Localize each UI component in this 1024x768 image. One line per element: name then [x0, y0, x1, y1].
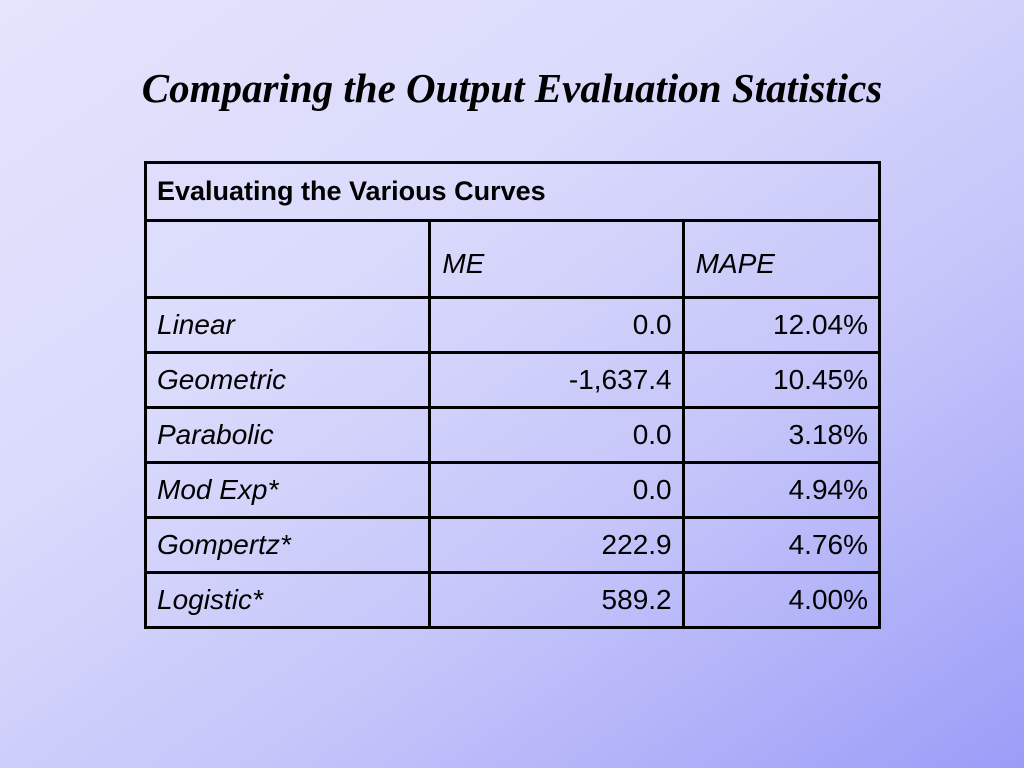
mape-value-cell: 10.45% — [681, 351, 882, 409]
curve-name-cell: Geometric — [143, 351, 432, 409]
curve-name-cell: Logistic* — [143, 571, 432, 629]
me-value-cell: -1,637.4 — [428, 351, 685, 409]
table-row: Gompertz* 222.9 4.76% — [143, 516, 882, 574]
table-row: Geometric -1,637.4 10.45% — [143, 351, 882, 409]
table-row: Parabolic 0.0 3.18% — [143, 406, 882, 464]
curve-name-cell: Linear — [143, 296, 432, 354]
mape-value-cell: 4.76% — [681, 516, 882, 574]
table-row: Logistic* 589.2 4.00% — [143, 571, 882, 629]
me-value-cell: 222.9 — [428, 516, 685, 574]
me-value-cell: 589.2 — [428, 571, 685, 629]
header-name-cell — [143, 219, 432, 299]
curve-name-cell: Parabolic — [143, 406, 432, 464]
curve-name-cell: Mod Exp* — [143, 461, 432, 519]
evaluation-table: Evaluating the Various Curves ME MAPE Li… — [143, 161, 882, 629]
me-value-cell: 0.0 — [428, 461, 685, 519]
table-header-row: ME MAPE — [143, 219, 882, 299]
curve-name-cell: Gompertz* — [143, 516, 432, 574]
mape-value-cell: 3.18% — [681, 406, 882, 464]
header-mape-cell: MAPE — [681, 219, 882, 299]
mape-value-cell: 12.04% — [681, 296, 882, 354]
table-caption-row: Evaluating the Various Curves — [144, 161, 881, 222]
table-row: Linear 0.0 12.04% — [143, 296, 882, 354]
me-value-cell: 0.0 — [428, 296, 685, 354]
table-caption: Evaluating the Various Curves — [144, 161, 881, 222]
table-row: Mod Exp* 0.0 4.94% — [143, 461, 882, 519]
mape-value-cell: 4.94% — [681, 461, 882, 519]
me-value-cell: 0.0 — [428, 406, 685, 464]
mape-value-cell: 4.00% — [681, 571, 882, 629]
header-me-cell: ME — [428, 219, 685, 299]
slide-title: Comparing the Output Evaluation Statisti… — [141, 65, 883, 111]
